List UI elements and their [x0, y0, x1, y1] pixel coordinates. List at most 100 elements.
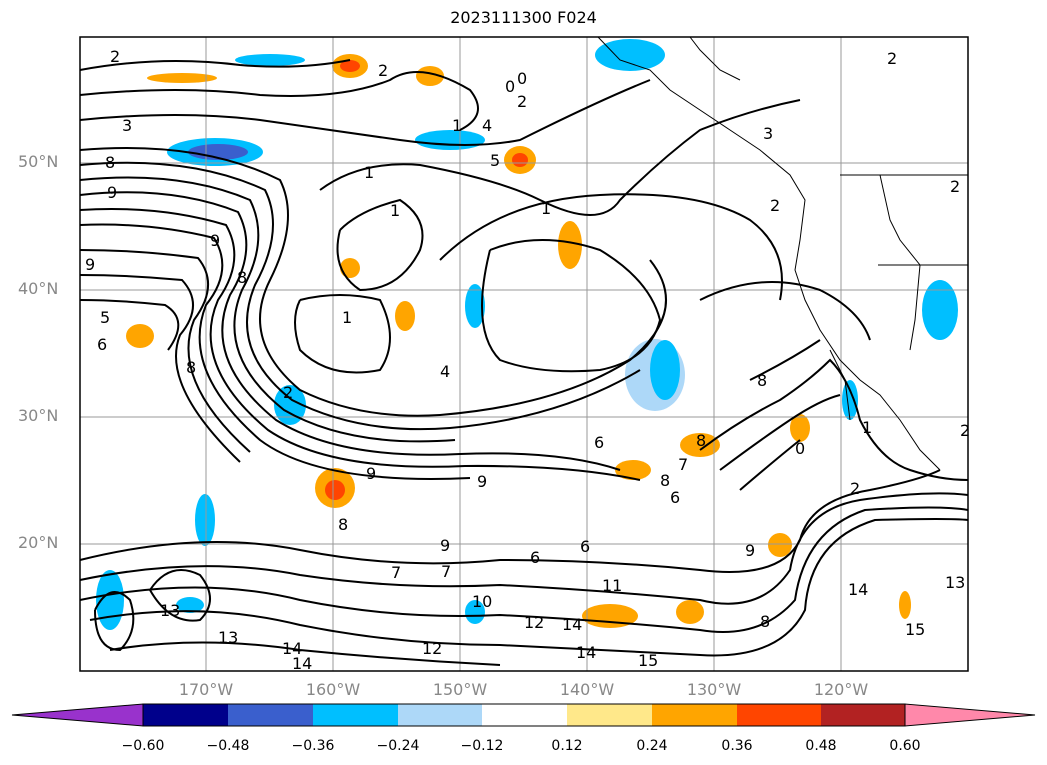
lat-label: 40°N — [18, 279, 59, 298]
contour-label: 2 — [110, 47, 120, 66]
contour-label: 15 — [638, 651, 658, 670]
contour-label: 2 — [887, 49, 897, 68]
colorbar-overflow-arrow — [904, 703, 1036, 727]
contour-label: 5 — [490, 151, 500, 170]
colorbar-segment — [737, 704, 821, 726]
colorbar-tick-label: 0.12 — [551, 738, 583, 754]
coastline — [597, 36, 968, 471]
contour-label: 8 — [237, 268, 247, 287]
contour-label: 9 — [85, 255, 95, 274]
colorbar-segment — [482, 704, 567, 726]
colorbar-tick-label: −0.48 — [206, 738, 250, 754]
contour-label: 10 — [472, 592, 492, 611]
contour-label: 8 — [186, 358, 196, 377]
colorbar-segment — [313, 704, 398, 726]
contour-label: 2 — [517, 92, 527, 111]
contour-label: 15 — [905, 620, 925, 639]
contour-label: 12 — [422, 639, 442, 658]
contour-label: 14 — [292, 654, 312, 673]
colorbar-tick-label: −0.36 — [291, 738, 335, 754]
contour-label: 14 — [282, 639, 302, 658]
colorbar-tick-label: −0.24 — [376, 738, 420, 754]
colorbar-segment — [398, 704, 482, 726]
contour-labels: 2 2 2 3 3 1 4 5 0 0 2 1 2 8 9 9 9 1 1 8 … — [85, 47, 970, 673]
contour-label: 1 — [390, 201, 400, 220]
contour-label: 7 — [678, 455, 688, 474]
contour-label: 4 — [482, 116, 492, 135]
contour-label: 3 — [122, 116, 132, 135]
map-frame — [79, 36, 969, 672]
contour-label: 2 — [850, 479, 860, 498]
colorbar-tick-label: 0.24 — [636, 738, 668, 754]
contour-label: 1 — [862, 418, 872, 437]
contour-label: 8 — [660, 471, 670, 490]
contour-label: 6 — [97, 335, 107, 354]
contour-label: 1 — [452, 116, 462, 135]
contour-label: 2 — [770, 196, 780, 215]
contour-label: 2 — [960, 421, 970, 440]
colorbar-tick-label: −0.12 — [460, 738, 504, 754]
contour-label: 1 — [364, 163, 374, 182]
lon-label: 170°W — [178, 680, 234, 699]
contour-label: 13 — [218, 628, 238, 647]
contour-label: 9 — [210, 231, 220, 250]
contour-label: 8 — [757, 371, 767, 390]
contour-label: 13 — [160, 601, 180, 620]
lon-label: 150°W — [432, 680, 488, 699]
contour-label: 9 — [745, 541, 755, 560]
colorbar — [11, 703, 1036, 727]
contour-label: 2 — [950, 177, 960, 196]
colorbar-tick-label: 0.48 — [805, 738, 837, 754]
contour-label: 2 — [283, 383, 293, 402]
lon-label: 160°W — [305, 680, 361, 699]
contour-label: 9 — [107, 183, 117, 202]
contour-label: 8 — [105, 153, 115, 172]
contour-label: 0 — [795, 439, 805, 458]
contour-label: 8 — [338, 515, 348, 534]
colorbar-tick-label: −0.60 — [121, 738, 165, 754]
contour-label: 9 — [477, 472, 487, 491]
contour-label: 1 — [541, 199, 551, 218]
contour-label: 7 — [441, 562, 451, 581]
contour-label: 11 — [602, 576, 622, 595]
colorbar-segment — [228, 704, 313, 726]
lat-label: 20°N — [18, 533, 59, 552]
contour-label: 5 — [100, 308, 110, 327]
colorbar-segment — [652, 704, 737, 726]
lon-label: 140°W — [559, 680, 615, 699]
contour-lines — [79, 59, 969, 666]
contour-label: 0 — [517, 69, 527, 88]
colorbar-segment — [821, 704, 905, 726]
contour-label: 14 — [576, 643, 596, 662]
contour-label: 1 — [342, 308, 352, 327]
colorbar-underflow-arrow — [11, 703, 144, 727]
lon-label: 130°W — [686, 680, 742, 699]
contour-label: 6 — [580, 537, 590, 556]
lon-label: 120°W — [813, 680, 869, 699]
colorbar-segment — [567, 704, 652, 726]
contour-label: 7 — [391, 563, 401, 582]
contour-label: 9 — [366, 464, 376, 483]
contour-label: 8 — [760, 612, 770, 631]
contour-label: 6 — [530, 548, 540, 567]
contour-label: 14 — [562, 615, 582, 634]
map-title: 2023111300 F024 — [450, 8, 597, 27]
contour-label: 4 — [440, 362, 450, 381]
contour-label: 0 — [505, 77, 515, 96]
contour-label: 2 — [378, 61, 388, 80]
contour-label: 9 — [440, 536, 450, 555]
shaded-anomaly-layer — [96, 39, 958, 630]
contour-label: 6 — [594, 433, 604, 452]
contour-label: 3 — [763, 124, 773, 143]
colorbar-tick-label: 0.60 — [889, 738, 921, 754]
lat-label: 30°N — [18, 406, 59, 425]
contour-label: 8 — [696, 431, 706, 450]
contour-label: 13 — [945, 573, 965, 592]
colorbar-tick-label: 0.36 — [721, 738, 753, 754]
contour-label: 12 — [524, 613, 544, 632]
colorbar-segment — [143, 704, 228, 726]
contour-label: 14 — [848, 580, 868, 599]
lat-label: 50°N — [18, 152, 59, 171]
contour-label: 6 — [670, 488, 680, 507]
